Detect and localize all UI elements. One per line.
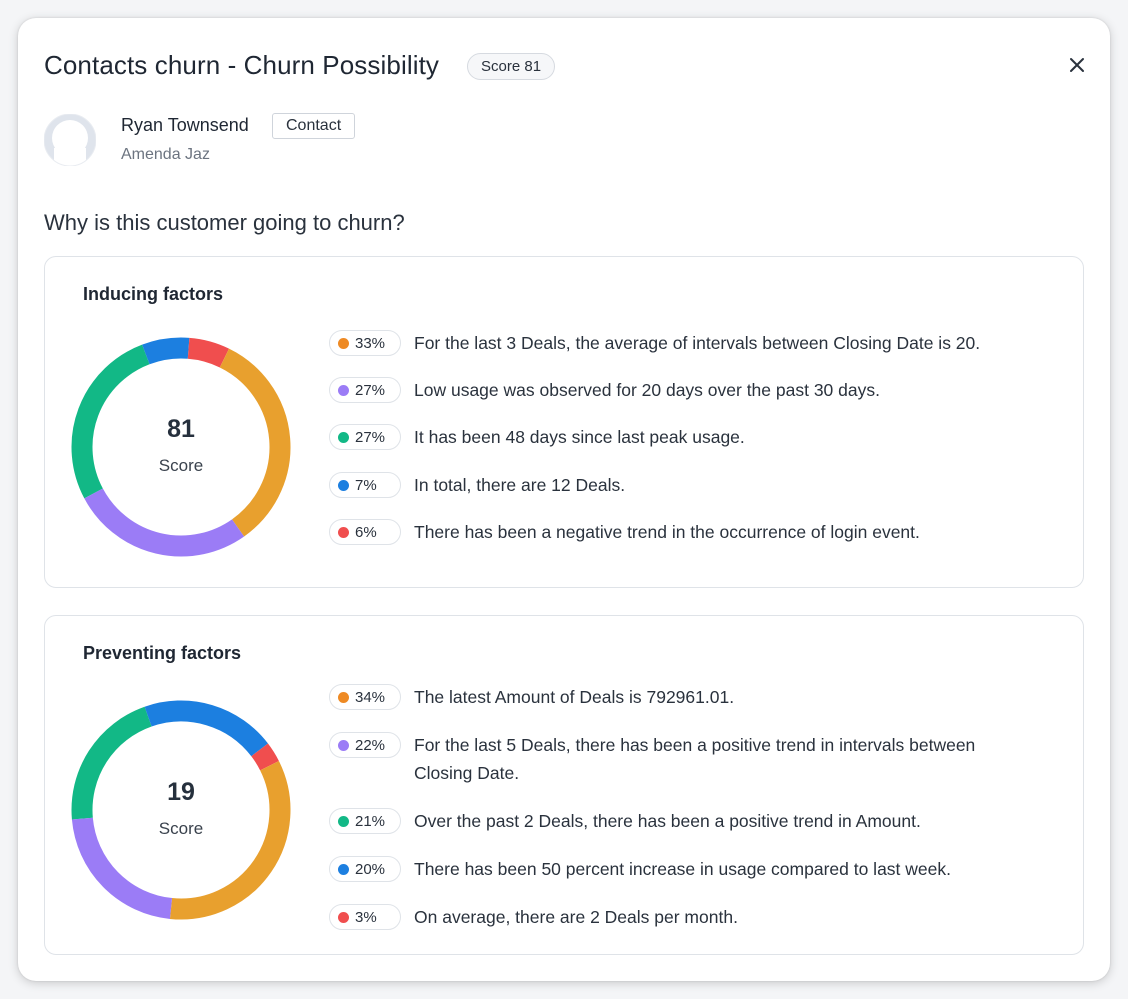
inducing-factor-percent-badge: 6% <box>329 519 401 545</box>
inducing-factor-percent-badge: 27% <box>329 377 401 403</box>
preventing-score-label: Score <box>158 818 204 838</box>
preventing-factor-percent: 3% <box>355 909 377 926</box>
user-avatar-icon <box>43 113 97 167</box>
inducing-factor-percent-badge: 7% <box>329 472 401 498</box>
inducing-donut-segment-2[interactable] <box>84 488 245 557</box>
inducing-score-label: Score <box>158 455 204 475</box>
dialog-title: Contacts churn - Churn Possibility <box>44 50 439 80</box>
inducing-score-value: 81 <box>167 414 195 443</box>
churn-dialog: Contacts churn - Churn Possibility Score… <box>18 18 1110 981</box>
contact-name[interactable]: Ryan Townsend <box>121 115 249 135</box>
close-icon[interactable] <box>1066 54 1088 76</box>
preventing-donut-chart: 19 Score <box>71 700 291 920</box>
section-question: Why is this customer going to churn? <box>44 210 405 235</box>
inducing-donut-segment-5[interactable] <box>187 337 230 368</box>
inducing-donut-segment-4[interactable] <box>142 337 190 365</box>
contact-type-tag: Contact <box>272 113 356 139</box>
preventing-factor-percent-badge: 3% <box>329 904 401 930</box>
inducing-donut-segment-1[interactable] <box>219 348 291 537</box>
preventing-title: Preventing factors <box>83 643 242 663</box>
preventing-factor-text: The latest Amount of Deals is 792961.01. <box>414 687 735 707</box>
contact-owner: Amenda Jaz <box>121 146 210 163</box>
inducing-factor-text: There has been a negative trend in the o… <box>414 522 920 542</box>
preventing-factor-percent: 22% <box>355 737 386 754</box>
inducing-factor-percent: 7% <box>355 477 377 494</box>
preventing-donut-segment-5[interactable] <box>251 743 279 771</box>
score-badge: Score 81 <box>467 53 556 80</box>
inducing-factor-text: Low usage was observed for 20 days over … <box>414 380 880 400</box>
preventing-factor-percent: 21% <box>355 813 386 830</box>
preventing-factor-percent-badge: 21% <box>329 808 401 834</box>
preventing-donut-segment-3[interactable] <box>71 706 152 820</box>
legend-dot-icon <box>338 338 349 349</box>
preventing-factor-text: There has been 50 percent increase in us… <box>414 859 951 879</box>
inducing-factor-percent: 27% <box>355 382 386 399</box>
legend-dot-icon <box>338 432 349 443</box>
legend-dot-icon <box>338 527 349 538</box>
legend-dot-icon <box>338 692 349 703</box>
preventing-score-value: 19 <box>167 777 195 806</box>
legend-dot-icon <box>338 816 349 827</box>
inducing-factor-percent: 6% <box>355 524 377 541</box>
preventing-factor-percent-badge: 34% <box>329 684 401 710</box>
inducing-title: Inducing factors <box>83 284 224 304</box>
inducing-factor-percent: 33% <box>355 335 386 352</box>
legend-dot-icon <box>338 740 349 751</box>
preventing-factor-percent: 34% <box>355 689 386 706</box>
preventing-factor-text: On average, there are 2 Deals per month. <box>414 907 738 927</box>
inducing-factor-text: It has been 48 days since last peak usag… <box>414 427 745 447</box>
inducing-donut-segment-3[interactable] <box>71 344 150 499</box>
preventing-factors-card: Preventing factors 19 Score 34% The lates… <box>44 615 1084 955</box>
legend-dot-icon <box>338 864 349 875</box>
preventing-factor-percent-badge: 22% <box>329 732 401 758</box>
preventing-donut-segment-1[interactable] <box>169 760 291 920</box>
inducing-factor-percent: 27% <box>355 429 386 446</box>
preventing-factor-percent: 20% <box>355 861 386 878</box>
preventing-factor-percent-badge: 20% <box>329 856 401 882</box>
inducing-factor-percent-badge: 27% <box>329 424 401 450</box>
preventing-donut-segment-2[interactable] <box>71 817 173 919</box>
inducing-factor-percent-badge: 33% <box>329 330 401 356</box>
legend-dot-icon <box>338 385 349 396</box>
inducing-donut-chart: 81 Score <box>71 337 291 557</box>
preventing-donut-segment-4[interactable] <box>144 700 268 757</box>
legend-dot-icon <box>338 480 349 491</box>
legend-dot-icon <box>338 912 349 923</box>
preventing-factor-text: For the last 5 Deals, there has been a p… <box>414 735 976 783</box>
preventing-factor-text: Over the past 2 Deals, there has been a … <box>414 811 921 831</box>
inducing-factor-text: In total, there are 12 Deals. <box>414 475 626 495</box>
inducing-factor-text: For the last 3 Deals, the average of int… <box>414 333 981 353</box>
inducing-factors-card: Inducing factors 81 Score 33% For the las… <box>44 256 1084 588</box>
